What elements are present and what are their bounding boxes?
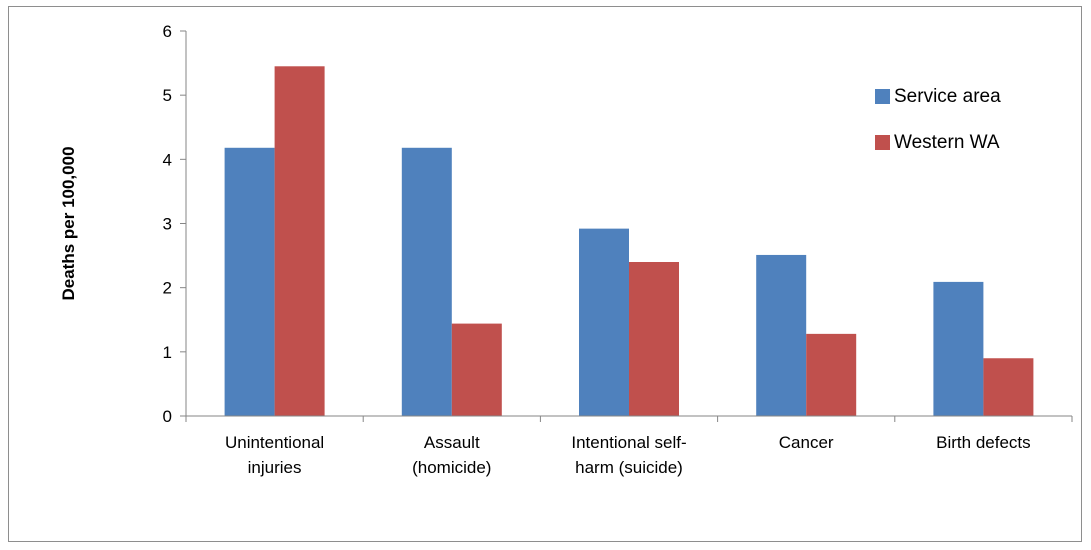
y-tick-label: 5	[163, 86, 172, 105]
chart-frame: 0 1 2 3 4 5 6 Unintentional injuries Assault (hom…	[8, 6, 1082, 542]
y-tick-label: 0	[163, 407, 172, 426]
category-labels: Unintentional injuries Assault (homicide) In…	[225, 433, 1031, 477]
y-axis-label: Deaths per 100,000	[59, 146, 78, 300]
y-tick-label: 3	[163, 215, 172, 234]
x-tick-label: Assault	[424, 433, 480, 452]
bar-chart: 0 1 2 3 4 5 6 Unintentional injuries Assault (hom…	[59, 22, 1073, 477]
bar-western-wa	[806, 333, 857, 416]
bar-service-area	[756, 254, 807, 416]
y-tick-label: 4	[163, 150, 172, 169]
bar-western-wa	[983, 358, 1034, 416]
x-tick-label: (homicide)	[412, 458, 491, 477]
bar-service-area	[933, 281, 984, 416]
bar-western-wa	[629, 262, 679, 416]
x-tick-label: Unintentional	[225, 433, 324, 452]
bar-service-area	[224, 147, 275, 417]
y-tick-label: 6	[163, 22, 172, 41]
legend-label: Service area	[894, 86, 1001, 107]
x-tick-label: Cancer	[779, 433, 834, 452]
axes	[185, 31, 1073, 422]
y-tick-label: 1	[163, 343, 172, 362]
legend: Service area Western WA	[875, 86, 1001, 153]
x-tick-label: harm (suicide)	[575, 458, 683, 477]
bars	[224, 66, 1034, 417]
legend-label: Western WA	[894, 132, 1000, 153]
x-tick-label: Birth defects	[936, 433, 1031, 452]
bar-western-wa	[274, 66, 325, 416]
x-tick-label: injuries	[248, 458, 302, 477]
bar-service-area	[579, 228, 629, 416]
x-tick-label: Intentional self-	[571, 433, 686, 452]
bar-service-area	[401, 147, 452, 417]
legend-swatch	[875, 135, 890, 150]
y-tick-label: 2	[163, 279, 172, 298]
legend-swatch	[875, 89, 890, 104]
bar-western-wa	[451, 323, 502, 416]
y-axis-ticks: 0 1 2 3 4 5 6	[163, 22, 186, 426]
